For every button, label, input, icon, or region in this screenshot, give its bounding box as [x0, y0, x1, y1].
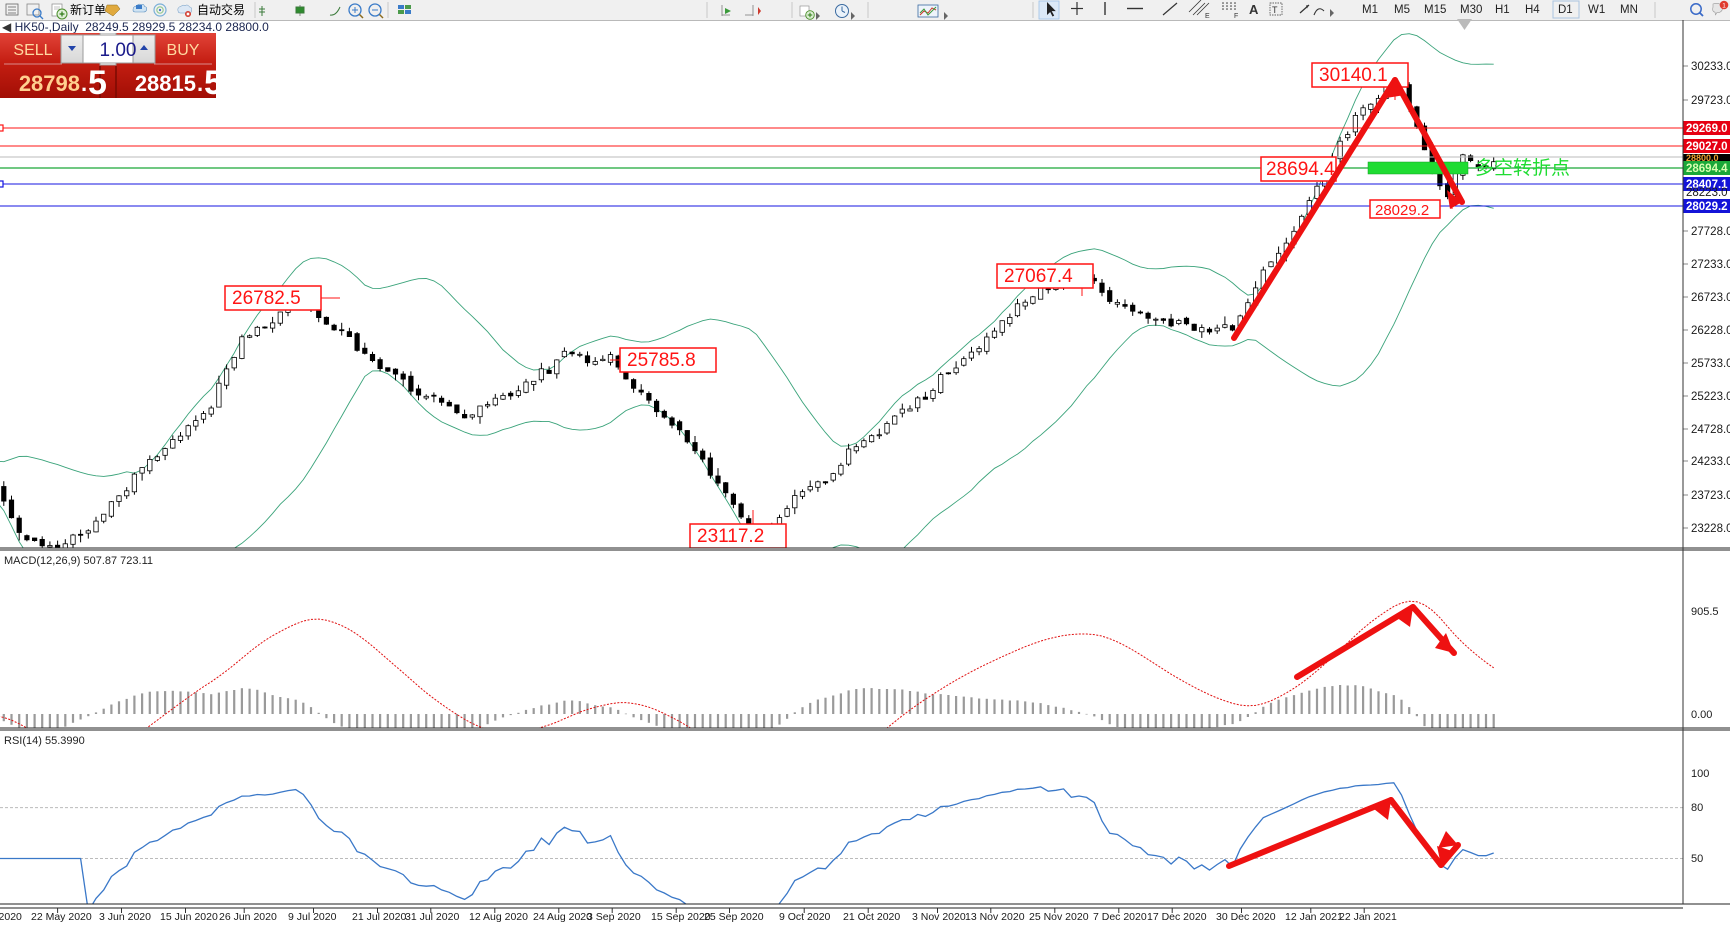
svg-text:W1: W1	[1588, 4, 1605, 16]
svg-text:自动交易: 自动交易	[197, 2, 245, 17]
svg-text:M1: M1	[1362, 4, 1378, 16]
svg-text:H4: H4	[1525, 4, 1540, 16]
svg-text:M30: M30	[1460, 4, 1482, 16]
svg-text:T: T	[1272, 5, 1278, 15]
svg-text:M15: M15	[1424, 4, 1446, 16]
svg-text:A: A	[1249, 2, 1259, 17]
svg-text:F: F	[1234, 13, 1238, 20]
svg-text:M5: M5	[1394, 4, 1410, 16]
svg-text:E: E	[1205, 13, 1210, 20]
svg-text:新订单: 新订单	[70, 2, 106, 17]
svg-text:MN: MN	[1620, 4, 1638, 16]
svg-text:H1: H1	[1495, 4, 1510, 16]
svg-text:D1: D1	[1558, 4, 1573, 16]
svg-text:1: 1	[1722, 3, 1726, 10]
